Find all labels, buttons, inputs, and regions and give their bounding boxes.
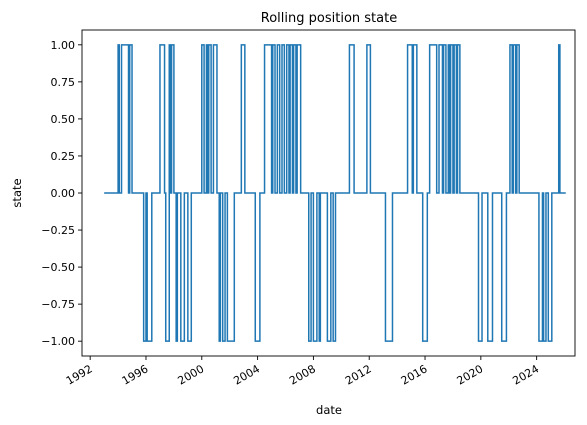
- y-tick-label: −0.75: [41, 298, 75, 311]
- axes-frame: [81, 29, 576, 357]
- x-tick-label: 2020: [455, 362, 486, 387]
- y-tick-label: 0.75: [51, 76, 76, 89]
- x-axis: 1992 1996 2000 2004 2008 2012 2016 2020 2024: [64, 356, 541, 388]
- x-tick-label: 1992: [64, 362, 95, 387]
- x-axis-label: date: [316, 403, 342, 417]
- x-tick-label: 2000: [176, 362, 207, 387]
- x-tick-label: 2012: [343, 362, 374, 387]
- y-axis-label: state: [10, 178, 24, 207]
- plot-area: [104, 44, 566, 342]
- x-tick-label: 2004: [231, 362, 262, 387]
- series-line: [104, 44, 566, 342]
- x-tick-label: 1996: [120, 362, 151, 387]
- y-axis: 1.00 0.75 0.50 0.25 0.00 −0.25 −0.50 −0.75 −1.00: [41, 39, 82, 348]
- x-tick-label: 2024: [510, 362, 541, 387]
- y-tick-label: −0.25: [41, 224, 75, 237]
- y-tick-label: −1.00: [41, 335, 75, 348]
- y-tick-label: 1.00: [51, 39, 76, 52]
- y-tick-label: −0.50: [41, 261, 75, 274]
- chart-title: Rolling position state: [261, 11, 397, 26]
- y-tick-label: 0.25: [51, 150, 76, 163]
- x-tick-label: 2008: [287, 362, 318, 387]
- y-tick-label: 0.50: [51, 113, 76, 126]
- y-tick-label: 0.00: [51, 187, 76, 200]
- x-tick-label: 2016: [399, 362, 430, 387]
